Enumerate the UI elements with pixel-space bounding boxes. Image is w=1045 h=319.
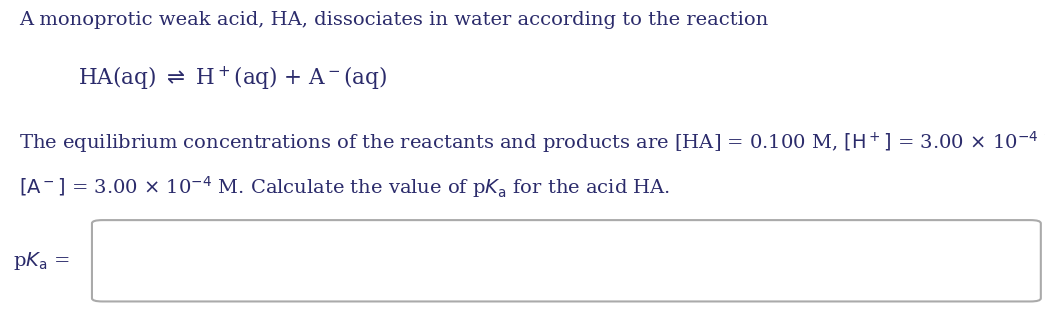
Text: $\left[\mathrm{A^-}\right]$ = 3.00 $\times$ 10$^{-4}$ M. Calculate the value of : $\left[\mathrm{A^-}\right]$ = 3.00 $\tim… xyxy=(19,174,670,200)
FancyBboxPatch shape xyxy=(92,220,1041,301)
Text: p$K_\mathrm{a}$ =: p$K_\mathrm{a}$ = xyxy=(13,250,69,272)
Text: HA(aq) $\rightleftharpoons$ H$^+$(aq) + A$^-$(aq): HA(aq) $\rightleftharpoons$ H$^+$(aq) + … xyxy=(78,64,388,92)
Text: A monoprotic weak acid, HA, dissociates in water according to the reaction: A monoprotic weak acid, HA, dissociates … xyxy=(19,11,768,29)
Text: The equilibrium concentrations of the reactants and products are [HA] = 0.100 M,: The equilibrium concentrations of the re… xyxy=(19,129,1045,155)
